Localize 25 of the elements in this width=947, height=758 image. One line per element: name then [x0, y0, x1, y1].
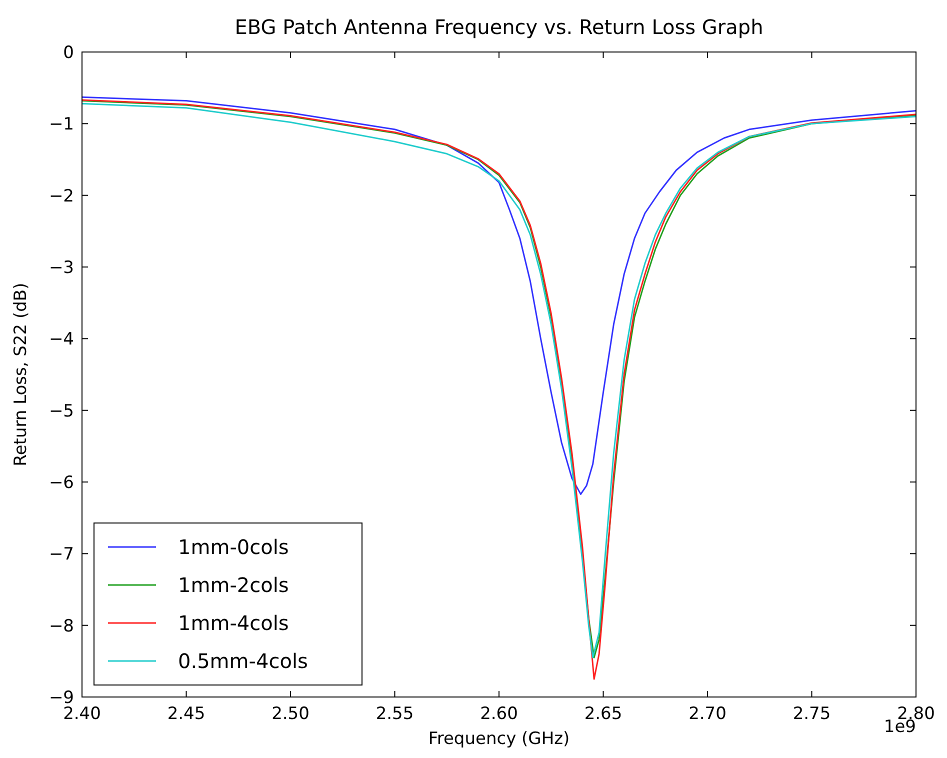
- x-tick-label: 2.60: [480, 704, 518, 724]
- x-tick-label: 2.40: [63, 704, 101, 724]
- x-axis-title: Frequency (GHz): [428, 729, 570, 749]
- x-tick-label: 2.50: [272, 704, 310, 724]
- y-tick-label: −4: [48, 330, 74, 350]
- y-tick-label: −5: [48, 401, 74, 422]
- y-axis-title: Return Loss, S22 (dB): [11, 282, 31, 466]
- x-tick-label: 2.55: [376, 704, 414, 724]
- y-tick-label: 0: [63, 42, 74, 63]
- legend-label: 1mm-0cols: [178, 535, 289, 559]
- y-tick-label: −3: [48, 258, 74, 278]
- x-tick-label: 2.70: [688, 704, 726, 724]
- legend-label: 1mm-4cols: [178, 611, 289, 635]
- y-tick-label: −8: [48, 616, 74, 636]
- y-tick-label: −2: [48, 186, 74, 206]
- y-tick-label: −1: [48, 114, 74, 135]
- x-tick-label: 2.45: [167, 704, 206, 724]
- legend-label: 1mm-2cols: [178, 573, 289, 597]
- chart-title: EBG Patch Antenna Frequency vs. Return Loss Graph: [234, 15, 764, 39]
- x-tick-label: 2.65: [584, 704, 622, 724]
- x-tick-label: 2.75: [792, 704, 831, 724]
- y-tick-label: −6: [48, 472, 74, 493]
- line-series: [81, 96, 917, 495]
- y-tick-label: −7: [48, 544, 74, 565]
- legend-label: 0.5mm-4cols: [178, 649, 308, 673]
